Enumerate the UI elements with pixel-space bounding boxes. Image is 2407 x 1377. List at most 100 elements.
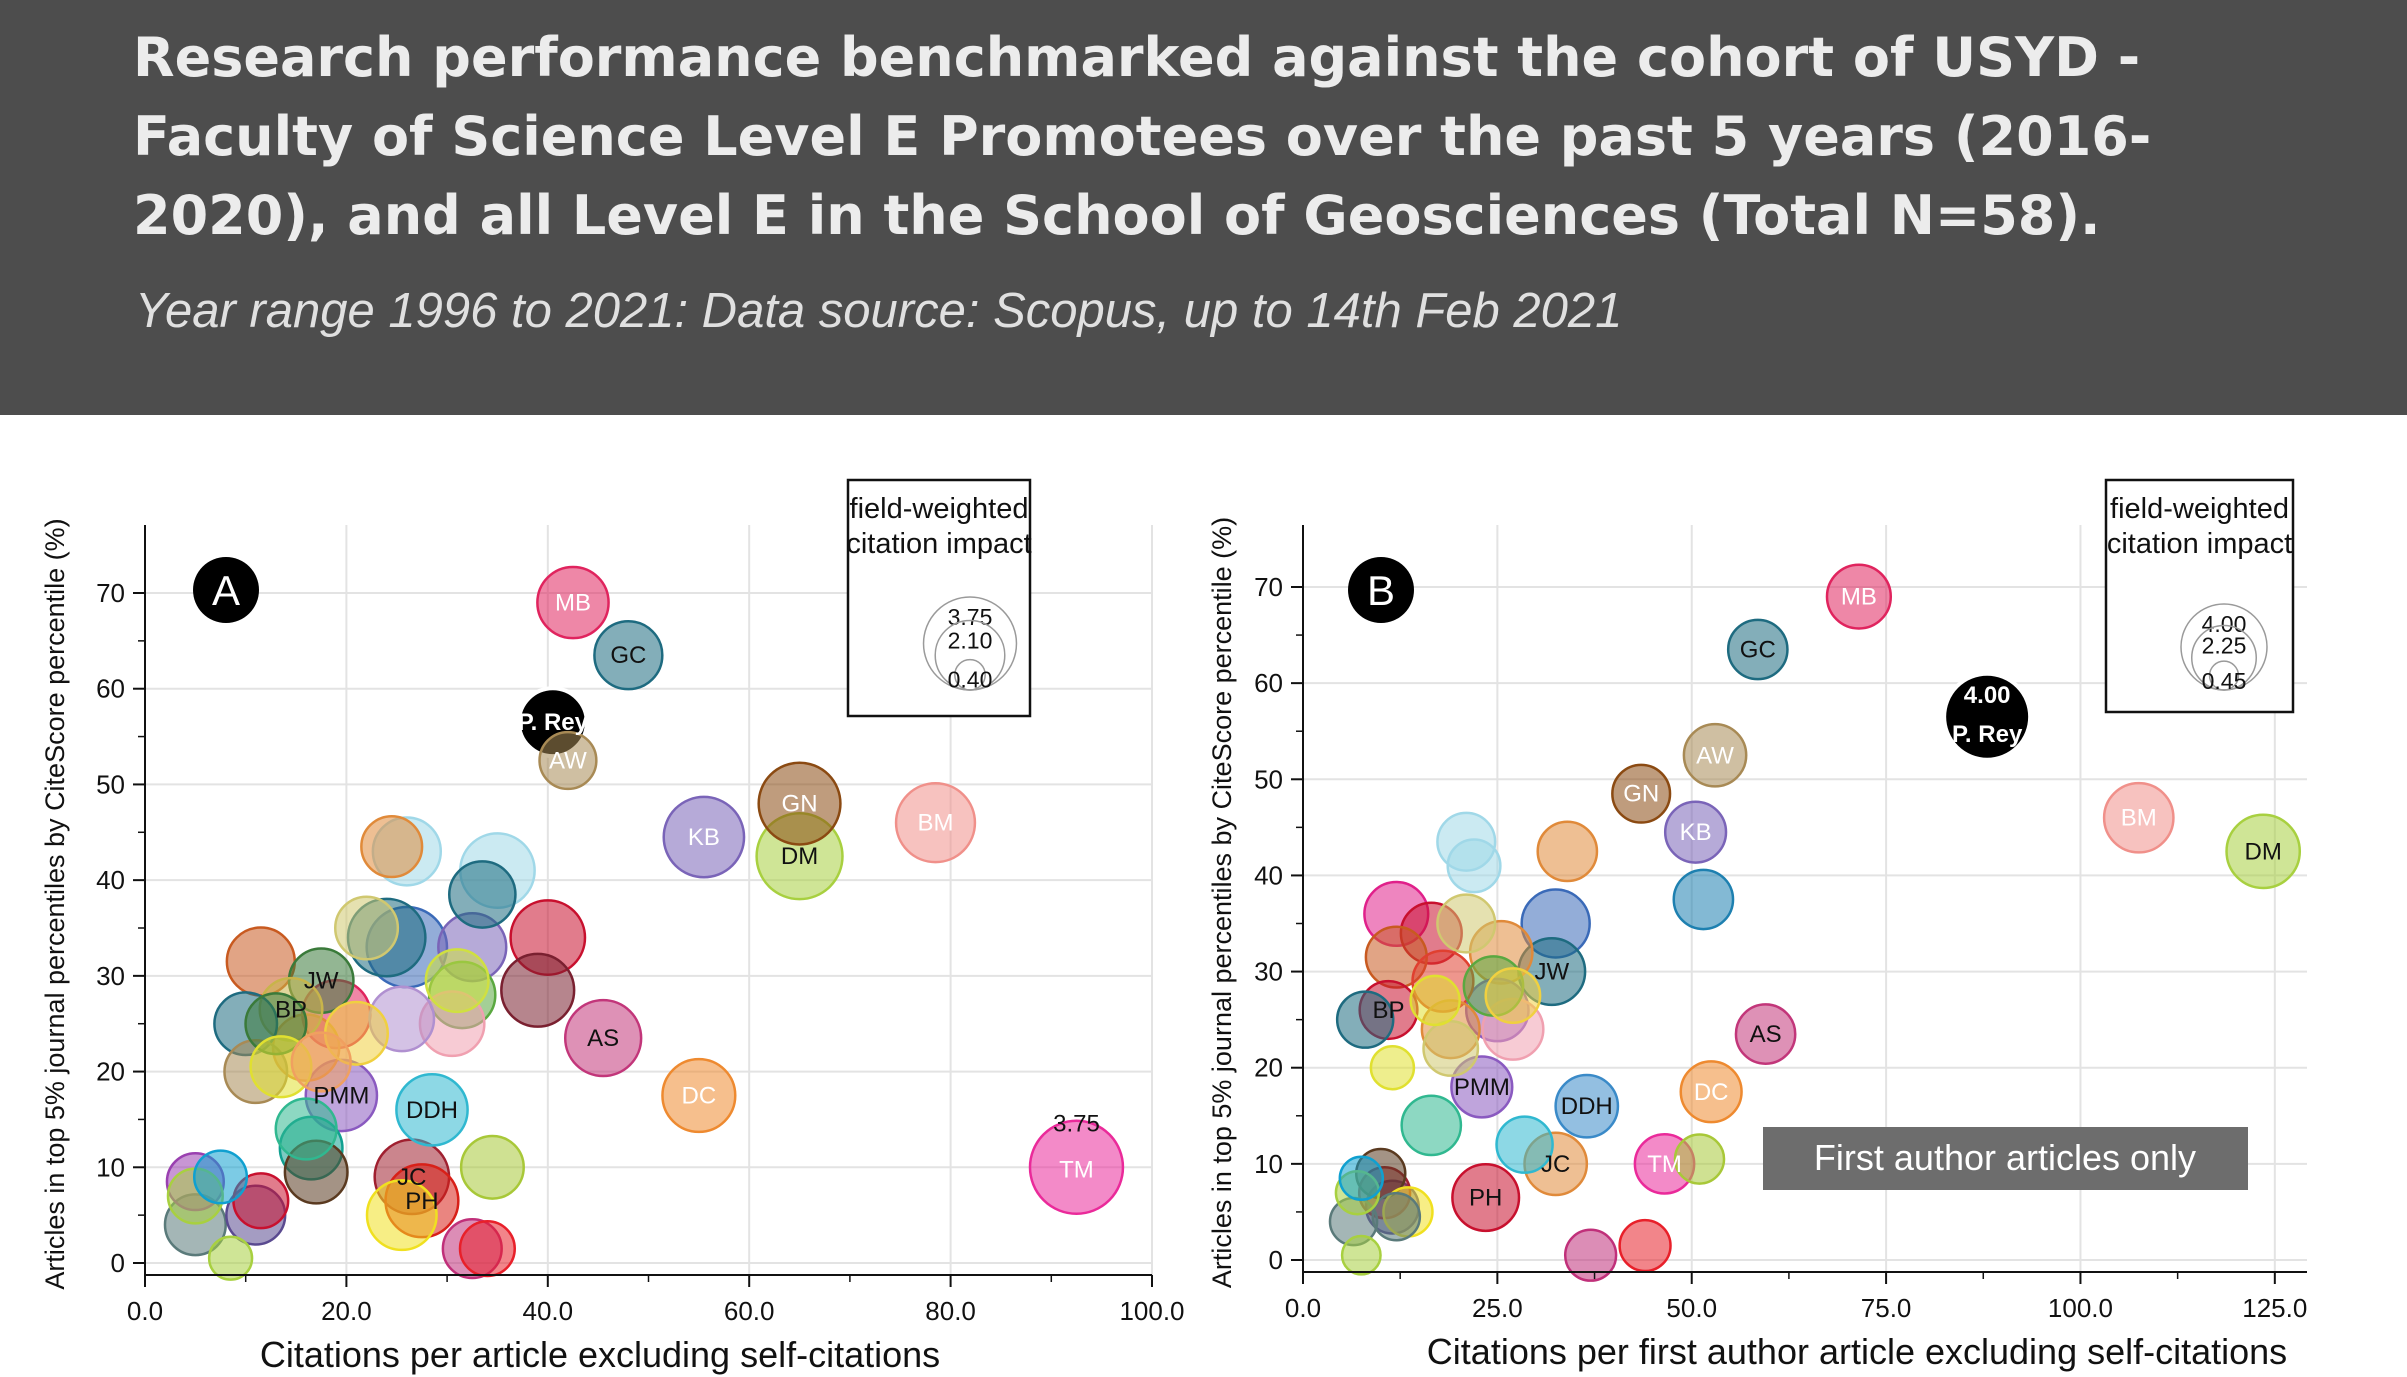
- y-tick-label: 70: [96, 578, 125, 608]
- axes: 0 10 20 30 40 50 60 70 0.0 25.0 50.0 75.0 100.0 125.0: [1254, 525, 2307, 1323]
- y-tick-label: 60: [96, 674, 125, 704]
- chart-b: MB GC P. Rey 4.00 AW GN BM KB DM JW BP AS DC PMM DDH JC…: [1207, 478, 2307, 1372]
- bubble: [333, 895, 400, 961]
- bubble: [448, 860, 517, 929]
- bubble-label: JW: [1534, 959, 1569, 986]
- axes: 0 10 20 30 40 50 60 70 0.0 20.0 40.0 60.0 80.0 100.0: [96, 525, 1185, 1326]
- y-tick-label: 20: [1254, 1053, 1283, 1083]
- bubble-label: GN: [1623, 781, 1659, 808]
- bubble-label: KB: [1680, 819, 1712, 846]
- bubble: [1536, 820, 1599, 883]
- bubble-label: BM: [2121, 805, 2157, 832]
- y-tick-label: 10: [96, 1152, 125, 1182]
- bubble-label: PMM: [1454, 1074, 1510, 1101]
- bubble: [424, 948, 490, 1014]
- bubble-label: MB: [555, 590, 591, 617]
- page-title: Research performance benchmarked against…: [133, 26, 2152, 247]
- bubble-label: GC: [610, 642, 646, 669]
- y-tick-label: 60: [1254, 668, 1283, 698]
- size-legend-box: [2104, 478, 2295, 714]
- bubble: [894, 782, 977, 864]
- bubble-label: BP: [275, 996, 307, 1023]
- bubble-label: GN: [782, 791, 818, 818]
- bubble-label: BP: [1373, 997, 1405, 1024]
- bubble-label: AW: [1696, 742, 1734, 769]
- panel-letter-badge: [1348, 557, 1414, 623]
- grid: [144, 525, 1153, 1275]
- y-tick-label: 20: [96, 1057, 125, 1087]
- y-tick-label: 0: [1269, 1245, 1283, 1275]
- bubble-label: DDH: [406, 1097, 458, 1124]
- y-tick-label: 50: [1254, 764, 1283, 794]
- bubble: [1825, 563, 1893, 630]
- bubble: [192, 1149, 249, 1205]
- bubble: [1734, 1003, 1797, 1065]
- size-legend-title: field-weighted: [2110, 493, 2289, 525]
- y-tick-label: 10: [1254, 1149, 1283, 1179]
- bubble: [360, 815, 424, 879]
- bubble: [1484, 967, 1542, 1025]
- bubble: [274, 1097, 338, 1161]
- x-tick-label: 50.0: [1666, 1293, 1717, 1323]
- bubble-label: TM: [1647, 1151, 1682, 1178]
- bubble-label: DC: [1694, 1079, 1729, 1106]
- bubble-highlight: [1942, 671, 2033, 762]
- size-legend-value: 0.40: [948, 667, 993, 693]
- x-tick-label: 60.0: [724, 1296, 775, 1326]
- bubble: [1554, 1073, 1620, 1139]
- y-tick-label: 50: [96, 769, 125, 799]
- bubble-label: AS: [587, 1025, 619, 1052]
- bubble: [1451, 1162, 1521, 1233]
- y-axis-title: Articles in top 5% journal percentiles b…: [40, 518, 70, 1289]
- bubble-label: P. Rey: [1952, 721, 2023, 748]
- bubble: [662, 795, 746, 879]
- bubbles: [163, 565, 1125, 1281]
- bubble-value-label: 3.75: [1053, 1110, 1100, 1137]
- bubble: [1340, 1234, 1382, 1276]
- bubble-label: DDH: [1561, 1093, 1613, 1120]
- y-tick-label: 70: [1254, 572, 1283, 602]
- bubble: [2225, 813, 2302, 890]
- size-legend-title: field-weighted: [850, 493, 1029, 525]
- bubble: [1400, 1094, 1463, 1157]
- bubble-label: DC: [682, 1083, 717, 1110]
- x-tick-label: 75.0: [1861, 1293, 1912, 1323]
- y-axis-title: Articles in top 5% journal percentiles b…: [1207, 517, 1237, 1288]
- bubble-label: BM: [917, 810, 953, 837]
- bubble-label: KB: [688, 824, 720, 851]
- bubble: [1371, 1191, 1422, 1242]
- bubble-label: PH: [405, 1188, 438, 1215]
- bubble-label: P. Rey: [518, 709, 589, 736]
- bubble: [1446, 838, 1502, 894]
- size-legend-value: 0.45: [2202, 668, 2247, 694]
- size-legend-box: [846, 478, 1032, 718]
- bubble: [1673, 1133, 1726, 1185]
- size-legend-title: citation impact: [846, 528, 1031, 560]
- bubble-label: GC: [1740, 636, 1776, 663]
- bubble: [1682, 722, 1748, 788]
- bubble-label: JC: [397, 1164, 426, 1191]
- header-banner: Research performance benchmarked against…: [0, 0, 2407, 415]
- bubble: [1436, 893, 1497, 954]
- y-tick-label: 40: [1254, 860, 1283, 890]
- bubble: [2102, 781, 2175, 854]
- bubble: [1335, 990, 1395, 1049]
- page-subtitle: Year range 1996 to 2021: Data source: Sc…: [135, 284, 1623, 338]
- x-tick-label: 40.0: [522, 1296, 573, 1326]
- x-tick-label: 0.0: [1285, 1293, 1321, 1323]
- bubble: [538, 730, 598, 791]
- bubble: [593, 620, 664, 691]
- panel-letter: A: [212, 567, 240, 614]
- bubble: [1369, 1044, 1416, 1091]
- size-legend-value: 4.00: [2202, 611, 2247, 637]
- x-tick-label: 100.0: [2048, 1293, 2113, 1323]
- bubble: [1409, 974, 1461, 1027]
- x-axis-title: Citations per first author article exclu…: [1427, 1331, 2287, 1372]
- bubble: [207, 1235, 254, 1281]
- size-legend-value: 3.75: [948, 604, 993, 630]
- x-tick-label: 20.0: [321, 1296, 372, 1326]
- bubble: [1726, 618, 1789, 681]
- bubble: [1563, 1228, 1618, 1282]
